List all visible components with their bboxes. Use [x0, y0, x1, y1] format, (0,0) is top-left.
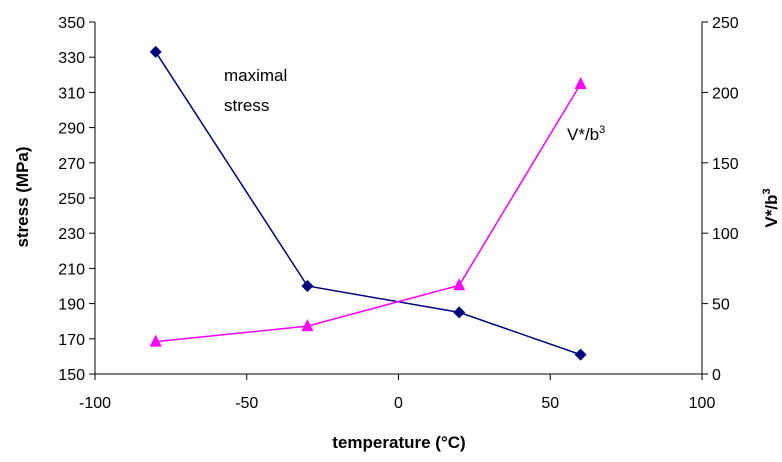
annotation-v-b3-base: V*/b	[567, 125, 599, 144]
y-tick-label: 270	[58, 156, 85, 173]
x-axis-title: temperature (°C)	[332, 433, 465, 452]
y-axis-title: stress (MPa)	[13, 146, 32, 247]
series-0-point	[149, 45, 162, 58]
y2-tick-label: 200	[712, 85, 739, 102]
y2-tick-label: 100	[712, 226, 739, 243]
x-tick-label: 50	[541, 395, 559, 412]
tick-labels: 1501701902102302502702903103303500501001…	[58, 15, 739, 412]
annotation-maximal: maximal	[224, 66, 287, 85]
annotation-stress: stress	[224, 96, 269, 115]
y2-tick-label: 50	[712, 297, 730, 314]
y2-tick-label: 0	[712, 367, 721, 384]
series-1-point	[301, 319, 314, 332]
x-tick-label: 0	[394, 395, 403, 412]
y-tick-label: 230	[58, 226, 85, 243]
series-1-line	[155, 83, 582, 343]
series-0-line	[155, 51, 581, 356]
y2-tick-label: 250	[712, 15, 739, 32]
x-tick-label: -50	[235, 395, 258, 412]
axes	[89, 21, 708, 380]
y-tick-label: 210	[58, 261, 85, 278]
y-tick-label: 190	[58, 297, 85, 314]
x-tick-label: -100	[79, 395, 111, 412]
series-0-point	[574, 348, 587, 361]
plot-area	[149, 45, 587, 361]
annotation-v-b3-exponent: 3	[599, 124, 605, 136]
series-1-point	[149, 334, 162, 347]
series-0-point	[453, 306, 466, 319]
y-tick-label: 250	[58, 191, 85, 208]
y-tick-label: 170	[58, 332, 85, 349]
y-tick-label: 150	[58, 367, 85, 384]
y-tick-label: 310	[58, 85, 85, 102]
y-tick-label: 330	[58, 50, 85, 67]
annotation-v-b3: V*/b3	[567, 124, 605, 144]
annotation-maximal-stress: maximal stress	[224, 66, 292, 115]
y-tick-label: 350	[58, 15, 85, 32]
y2-axis-title-exponent: 3	[761, 188, 773, 194]
series-1-point	[574, 76, 587, 89]
y2-axis-title: V*/b3	[761, 188, 781, 227]
series-1-point	[453, 278, 466, 291]
y-tick-label: 290	[58, 121, 85, 138]
y2-tick-label: 150	[712, 156, 739, 173]
x-tick-label: 100	[689, 395, 716, 412]
series-0-point	[301, 280, 314, 292]
